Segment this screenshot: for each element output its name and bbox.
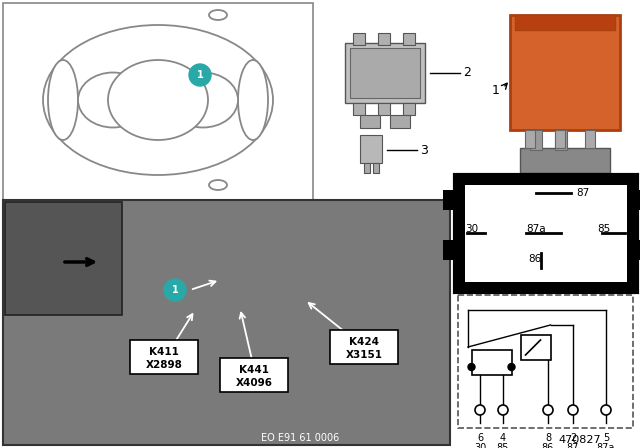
Text: 8: 8 xyxy=(545,433,551,443)
Bar xyxy=(510,15,620,130)
Text: 1: 1 xyxy=(196,70,204,80)
Text: 30: 30 xyxy=(474,443,486,448)
Text: 30: 30 xyxy=(465,224,478,233)
Bar xyxy=(378,103,390,115)
Bar xyxy=(520,148,610,173)
Text: X3151: X3151 xyxy=(346,350,383,360)
Bar xyxy=(3,200,450,445)
Text: K424: K424 xyxy=(349,337,379,347)
Bar xyxy=(530,130,542,150)
Text: 87: 87 xyxy=(567,443,579,448)
Bar xyxy=(637,240,640,260)
Bar xyxy=(555,130,565,148)
Ellipse shape xyxy=(209,180,227,190)
Bar xyxy=(3,3,313,200)
Bar xyxy=(465,185,627,282)
Circle shape xyxy=(475,405,485,415)
Text: 86: 86 xyxy=(528,254,541,263)
Ellipse shape xyxy=(48,60,78,140)
Bar xyxy=(443,190,455,210)
Bar xyxy=(443,240,455,260)
Circle shape xyxy=(601,405,611,415)
Ellipse shape xyxy=(209,10,227,20)
Text: K441: K441 xyxy=(239,365,269,375)
Bar xyxy=(520,335,550,360)
Bar xyxy=(403,33,415,45)
Text: X2898: X2898 xyxy=(145,360,182,370)
Text: 86: 86 xyxy=(542,443,554,448)
Ellipse shape xyxy=(78,73,148,128)
Text: 2: 2 xyxy=(570,433,576,443)
Bar xyxy=(364,163,370,173)
Bar xyxy=(585,130,595,148)
Bar xyxy=(353,103,365,115)
Bar xyxy=(5,202,122,315)
Text: 87a: 87a xyxy=(526,224,546,233)
Text: 6: 6 xyxy=(477,433,483,443)
Ellipse shape xyxy=(43,25,273,175)
Text: 85: 85 xyxy=(597,224,611,233)
Bar xyxy=(330,330,398,364)
Circle shape xyxy=(508,363,515,370)
Bar xyxy=(637,190,640,210)
Bar xyxy=(345,43,425,103)
Text: 470827: 470827 xyxy=(559,435,602,445)
Circle shape xyxy=(498,405,508,415)
Bar xyxy=(455,175,637,292)
Text: 87a: 87a xyxy=(597,443,615,448)
Text: 4: 4 xyxy=(500,433,506,443)
Bar xyxy=(220,358,288,392)
Bar xyxy=(350,48,420,98)
Bar xyxy=(472,350,511,375)
Bar xyxy=(353,33,365,45)
Circle shape xyxy=(189,64,211,86)
Text: 87: 87 xyxy=(576,188,589,198)
Text: EO E91 61 0006: EO E91 61 0006 xyxy=(261,433,339,443)
Text: 1: 1 xyxy=(492,83,500,96)
Ellipse shape xyxy=(238,60,268,140)
Bar xyxy=(525,130,535,148)
Bar xyxy=(360,135,382,163)
Bar xyxy=(373,163,379,173)
Bar xyxy=(130,340,198,374)
Text: 85: 85 xyxy=(497,443,509,448)
Ellipse shape xyxy=(108,60,208,140)
Text: 3: 3 xyxy=(420,143,428,156)
Bar xyxy=(555,130,567,150)
Text: X4096: X4096 xyxy=(236,378,273,388)
Bar xyxy=(378,33,390,45)
Bar xyxy=(515,15,615,30)
Bar xyxy=(403,103,415,115)
Circle shape xyxy=(164,279,186,301)
Text: K411: K411 xyxy=(149,347,179,357)
Text: 1: 1 xyxy=(172,285,179,295)
Circle shape xyxy=(543,405,553,415)
Circle shape xyxy=(568,405,578,415)
Text: 5: 5 xyxy=(603,433,609,443)
Bar xyxy=(458,295,633,428)
Circle shape xyxy=(468,363,475,370)
Bar xyxy=(390,115,410,128)
Text: 2: 2 xyxy=(463,66,471,79)
Bar xyxy=(360,115,380,128)
Ellipse shape xyxy=(168,73,238,128)
